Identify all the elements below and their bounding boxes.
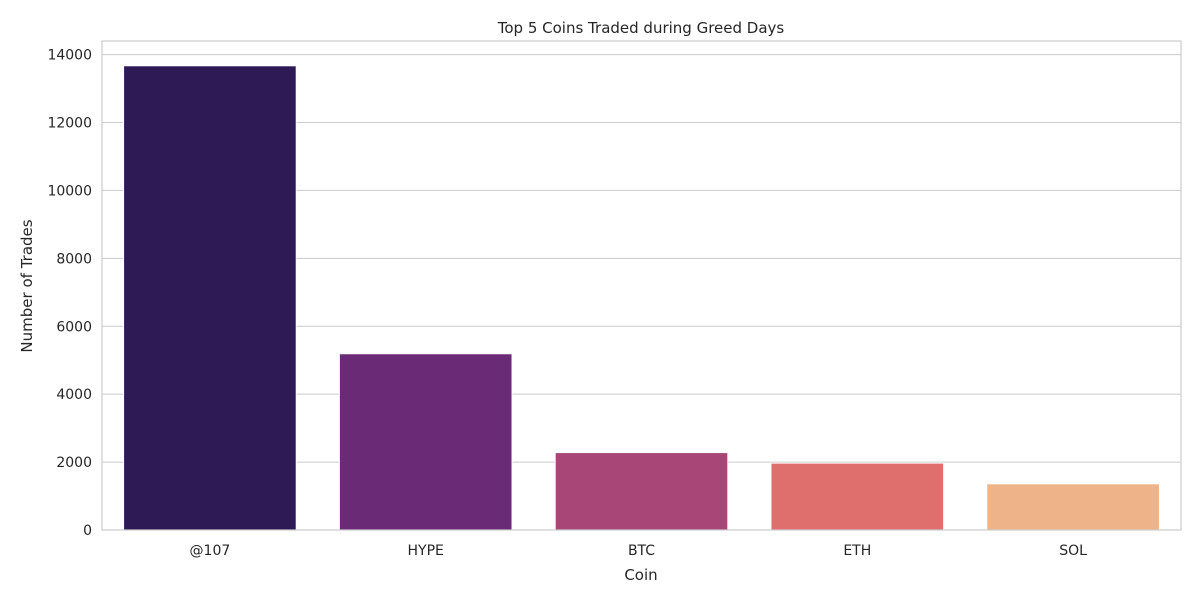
x-tick-label: HYPE: [408, 543, 444, 559]
x-tick-label: SOL: [1059, 543, 1087, 559]
x-axis-ticks: @107 HYPE BTC ETH SOL: [190, 543, 1088, 559]
x-tick-label: BTC: [628, 543, 655, 559]
y-axis-label: Number of Trades: [18, 219, 36, 352]
bar-sol: [986, 483, 1160, 531]
x-axis-label: Coin: [624, 566, 657, 584]
y-tick-label: 10000: [47, 183, 92, 199]
bars: [123, 65, 1160, 531]
y-tick-label: 4000: [56, 387, 92, 403]
chart-title: Top 5 Coins Traded during Greed Days: [497, 19, 785, 37]
bar-107: [123, 65, 297, 531]
bar-eth: [770, 462, 945, 531]
y-tick-label: 6000: [56, 319, 92, 335]
x-tick-label: @107: [190, 543, 231, 559]
y-tick-label: 14000: [47, 48, 92, 64]
x-tick-label: ETH: [843, 543, 871, 559]
y-tick-label: 12000: [47, 116, 92, 132]
y-axis-ticks: 0 2000 4000 6000 8000 10000 12000 14000: [47, 48, 92, 539]
bar-hype: [338, 353, 513, 531]
y-tick-label: 0: [83, 523, 92, 539]
y-tick-label: 8000: [56, 251, 92, 267]
plot-frame: [101, 40, 1182, 531]
bar-btc: [554, 452, 729, 531]
y-tick-label: 2000: [56, 455, 92, 471]
